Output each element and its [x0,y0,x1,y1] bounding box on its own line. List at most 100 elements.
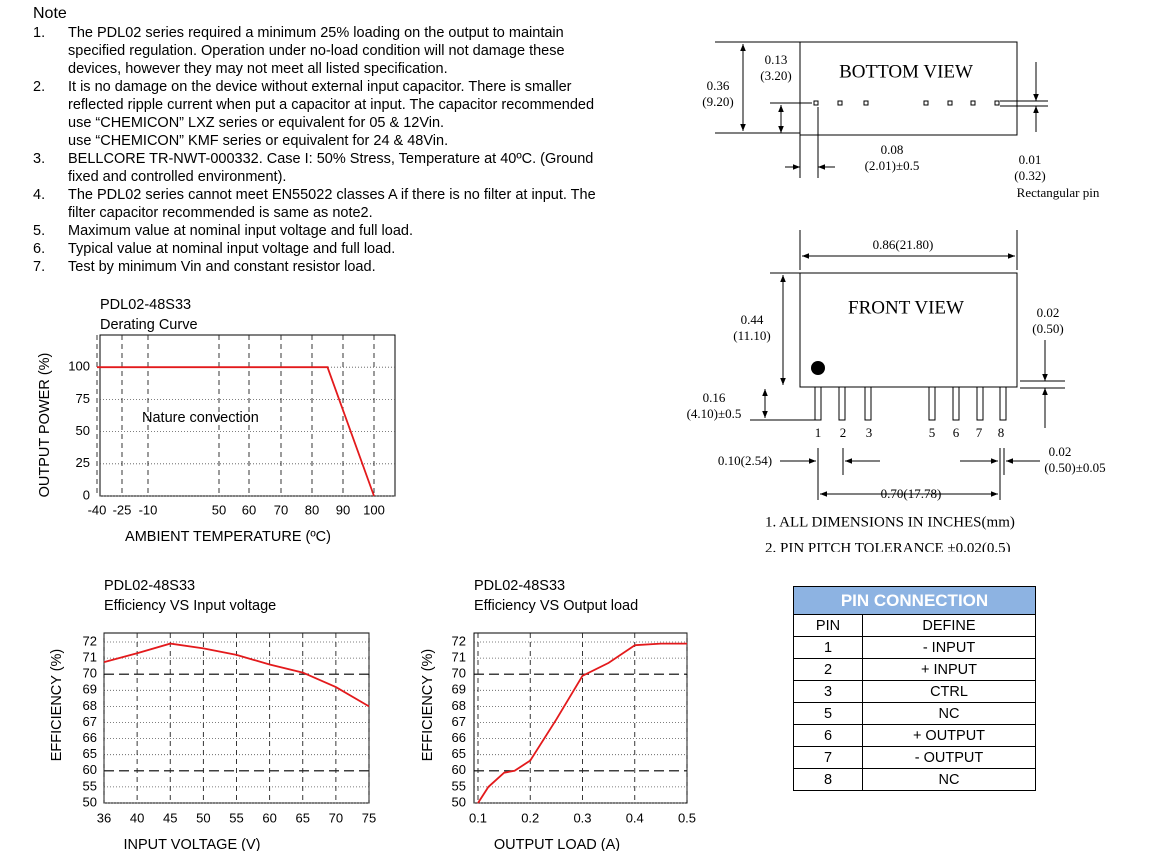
x-tick-label: -25 [113,502,132,517]
table-cell: 2 [793,658,863,681]
y-tick-label: 70 [83,666,97,681]
chart-title: PDL02-48S33 [100,297,191,313]
pin-number: 8 [998,425,1005,440]
table-cell: 6 [793,724,863,747]
note-line: use “CHEMICON” KMF series or equivalent … [68,133,449,149]
dim-label: (2.01)±0.5 [865,158,920,173]
pin1-dot [811,361,825,375]
table-row: 7- OUTPUT [793,746,1036,769]
y-tick-label: 60 [83,762,97,777]
y-tick-label: 60 [452,762,466,777]
x-tick-label: 60 [262,810,276,825]
pin-marks [813,100,1000,106]
table-row: 8 NC [793,768,1036,791]
x-tick-label: 0.4 [626,810,644,825]
note-item: 1. The PDL02 series required a minimum 25… [33,24,673,78]
pin-number: 1 [815,425,822,440]
table-row: 2 + INPUT [793,658,1036,681]
annotation: Nature convection [142,410,259,426]
x-tick-label: 65 [296,810,310,825]
note-line: fixed and controlled environment). [68,169,287,185]
table-cell: CTRL [862,680,1036,703]
chart-subtitle: Derating Curve [100,317,198,333]
x-tick-label: -40 [88,502,107,517]
y-tick-label: 50 [83,794,97,809]
view-title: BOTTOM VIEW [839,61,973,82]
note-line: filter capacitor recommended is same as … [68,205,373,221]
note-item: 5. Maximum value at nominal input voltage… [33,222,673,240]
y-tick-label: 50 [452,794,466,809]
pin-table: PIN CONNECTION PIN DEFINE 1- INPUT 2 + INPUT 3… [793,586,1036,791]
note-line: Maximum value at nominal input voltage a… [68,223,413,239]
table-cell: 8 [793,768,863,791]
note-number: 2. [33,79,46,95]
note-line: Test by minimum Vin and constant resisto… [68,259,376,275]
y-tick-label: 71 [452,650,466,665]
dim-label: 0.70(17.78) [881,486,942,501]
note-line: The PDL02 series cannot meet EN55022 cla… [68,187,596,203]
pin-number: 2 [840,425,847,440]
table-cell: + OUTPUT [862,724,1036,747]
dim-label: Rectangular pin [1017,185,1100,200]
pin-number: 6 [953,425,960,440]
x-tick-label: 45 [163,810,177,825]
header-cell: PIN [793,614,863,637]
dim-label: (11.10) [733,328,770,343]
y-tick-label: 69 [83,682,97,697]
x-tick-label: 40 [130,810,144,825]
note-line: The PDL02 series required a minimum 25% … [68,25,564,41]
note-item: 6. Typical value at nominal input voltage… [33,240,673,258]
chart-title: PDL02-48S33 [104,578,195,594]
y-tick-label: 50 [76,423,90,438]
y-tick-label: 100 [68,359,90,374]
y-tick-label: 72 [83,633,97,648]
pin-number: 7 [976,425,983,440]
chart-subtitle: Efficiency VS Output load [474,598,638,614]
pin-number: 3 [866,425,873,440]
title-row: PIN CONNECTION [793,586,1036,615]
note-line: BELLCORE TR-NWT-000332. Case I: 50% Stre… [68,151,594,167]
y-tick-label: 66 [452,730,466,745]
y-tick-label: 75 [76,391,90,406]
x-tick-label: 70 [274,502,288,517]
table-row: 6 + OUTPUT [793,724,1036,747]
y-tick-label: 0 [83,487,90,502]
table-cell: 1 [793,636,863,659]
dim-label: 0.86(21.80) [873,237,934,252]
note-number: 6. [33,241,46,257]
x-tick-label: 0.1 [469,810,487,825]
y-axis-label: EFFICIENCY (%) [420,649,436,762]
x-tick-label: 70 [329,810,343,825]
front-view: FRONT VIEW 0.86(21.80) 0.44 (11.10) 0.02… [687,230,1106,501]
pin-number: 5 [929,425,936,440]
note-line: reflected ripple current when put a capa… [68,97,595,113]
x-tick-label: 50 [196,810,210,825]
note-item: 7. Test by minimum Vin and constant resis… [33,258,673,276]
note-line: It is no damage on the device without ex… [68,79,572,95]
x-axis-label: INPUT VOLTAGE (V) [124,837,261,851]
y-tick-label: 67 [83,714,97,729]
note-number: 1. [33,25,46,41]
y-tick-label: 65 [83,746,97,761]
y-tick-label: 69 [452,682,466,697]
note-item: 4. The PDL02 series cannot meet EN55022 c… [33,186,673,222]
x-tick-label: 36 [97,810,111,825]
bottom-view: BOTTOM VIEW 0.13 (3.20) 0.36 (9.20) 0.08… [702,41,1100,200]
table-cell: NC [862,768,1036,791]
y-tick-label: 25 [76,455,90,470]
note-number: 3. [33,151,46,167]
x-tick-label: 75 [362,810,376,825]
note-line: devices, however they may not meet all l… [68,61,448,77]
outline [799,272,1018,388]
table-cell: 3 [793,680,863,703]
footnote: 1. ALL DIMENSIONS IN INCHES(mm) [765,514,1015,530]
header-row: PIN DEFINE [793,614,1036,637]
table-cell: 7 [793,746,863,769]
notes-heading: Note [33,5,67,22]
y-tick-label: 66 [83,730,97,745]
x-tick-label: 55 [229,810,243,825]
dim-label: 0.02 [1049,444,1072,459]
dim-label: 0.16 [703,390,726,405]
